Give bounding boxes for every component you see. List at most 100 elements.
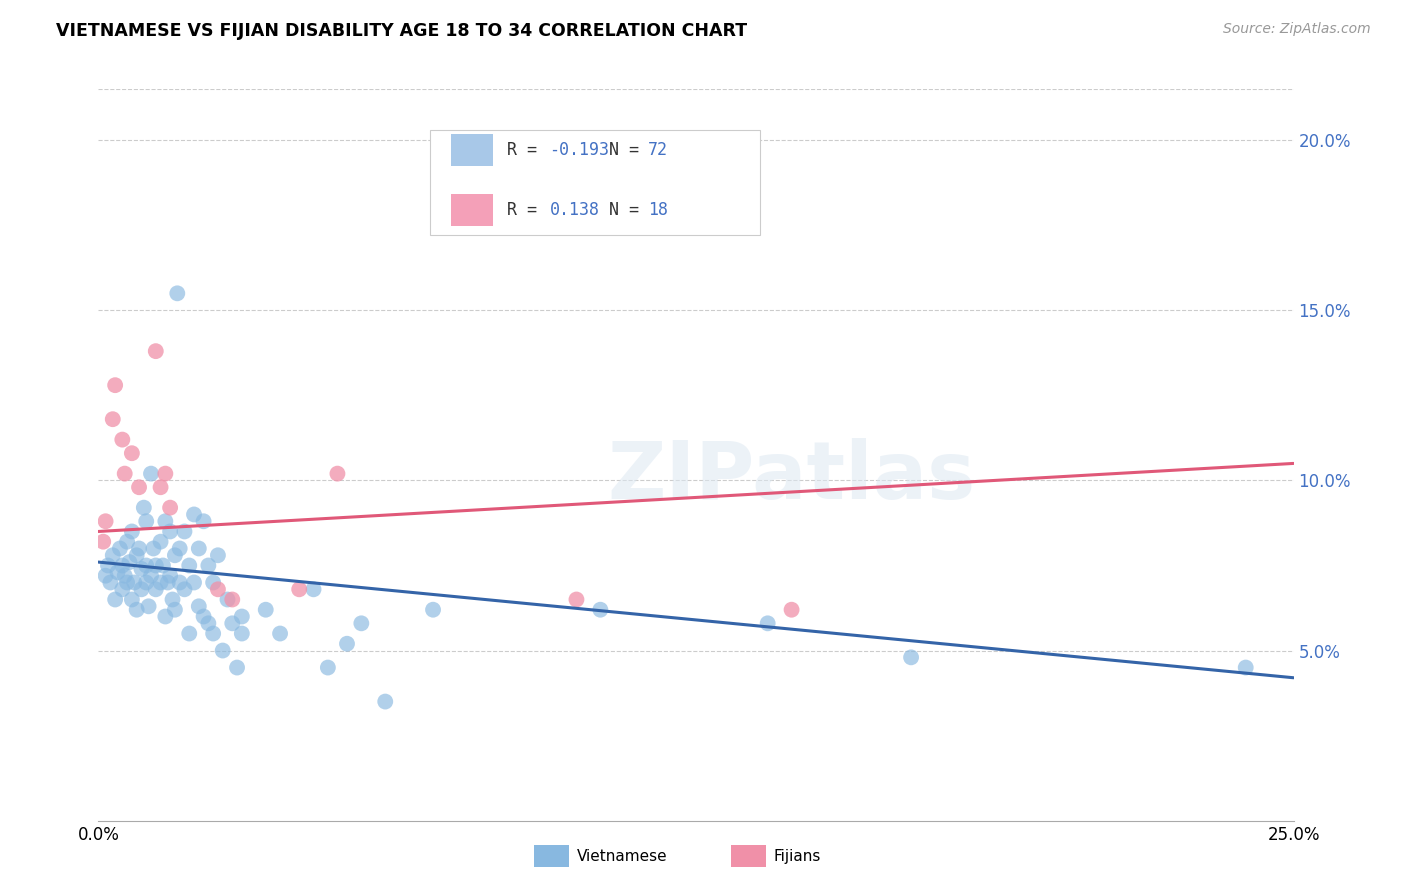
Point <box>145 558 167 573</box>
Point <box>128 541 150 556</box>
Point <box>179 558 201 573</box>
Point <box>149 480 172 494</box>
Point <box>98 575 122 590</box>
Point <box>187 599 209 614</box>
Point <box>139 467 162 481</box>
Text: ZIPatlas: ZIPatlas <box>607 438 976 516</box>
Point <box>207 549 229 563</box>
Point <box>138 599 160 614</box>
Point <box>114 568 136 582</box>
Point <box>159 500 181 515</box>
Point <box>104 378 127 392</box>
Point <box>159 524 181 539</box>
Point <box>254 603 277 617</box>
Point <box>156 575 179 590</box>
Point <box>94 514 117 528</box>
Text: Fijians: Fijians <box>773 849 821 863</box>
Point <box>155 467 177 481</box>
Point <box>231 609 253 624</box>
Point <box>135 514 157 528</box>
Point <box>193 514 215 528</box>
Text: 0.138: 0.138 <box>550 202 599 219</box>
Point <box>163 603 186 617</box>
Point <box>121 524 143 539</box>
Point <box>94 568 117 582</box>
Point <box>101 412 124 426</box>
Point <box>565 592 588 607</box>
Point <box>115 534 138 549</box>
Point <box>166 286 188 301</box>
Point <box>131 582 153 597</box>
Point <box>780 603 803 617</box>
Point <box>226 660 249 674</box>
Point <box>173 524 195 539</box>
Point <box>108 541 131 556</box>
Point <box>142 541 165 556</box>
Point <box>111 558 134 573</box>
Point <box>183 575 205 590</box>
Text: R =: R = <box>508 202 547 219</box>
Point <box>159 568 181 582</box>
Text: R =: R = <box>508 141 547 159</box>
Point <box>179 626 201 640</box>
Point <box>1234 660 1257 674</box>
Point <box>217 592 239 607</box>
Point <box>115 575 138 590</box>
Point <box>124 575 146 590</box>
Point <box>316 660 339 674</box>
Point <box>118 555 141 569</box>
Point <box>221 592 243 607</box>
Point <box>145 344 167 359</box>
Point <box>107 566 129 580</box>
Point <box>145 582 167 597</box>
Point <box>135 575 157 590</box>
Point <box>183 508 205 522</box>
Point <box>128 480 150 494</box>
Point <box>97 558 120 573</box>
Point <box>114 467 136 481</box>
Text: Vietnamese: Vietnamese <box>576 849 666 863</box>
Point <box>350 616 373 631</box>
Point <box>211 643 233 657</box>
Point <box>111 582 134 597</box>
Point <box>155 609 177 624</box>
Point <box>197 558 219 573</box>
Point <box>149 575 172 590</box>
Point <box>422 603 444 617</box>
Point <box>202 575 225 590</box>
Point <box>91 534 114 549</box>
Point <box>169 575 191 590</box>
Point <box>221 616 243 631</box>
Point <box>202 626 225 640</box>
Point <box>756 616 779 631</box>
Point <box>374 695 396 709</box>
Point <box>125 603 148 617</box>
Text: Source: ZipAtlas.com: Source: ZipAtlas.com <box>1223 22 1371 37</box>
Text: VIETNAMESE VS FIJIAN DISABILITY AGE 18 TO 34 CORRELATION CHART: VIETNAMESE VS FIJIAN DISABILITY AGE 18 T… <box>56 22 748 40</box>
Point <box>125 549 148 563</box>
Point <box>111 433 134 447</box>
Text: -0.193: -0.193 <box>550 141 610 159</box>
Point <box>207 582 229 597</box>
Point <box>121 446 143 460</box>
Point <box>187 541 209 556</box>
Point <box>135 558 157 573</box>
Point <box>231 626 253 640</box>
Point <box>197 616 219 631</box>
Point <box>326 467 349 481</box>
Point <box>169 541 191 556</box>
Point <box>336 637 359 651</box>
Point <box>193 609 215 624</box>
Point <box>121 592 143 607</box>
Point <box>900 650 922 665</box>
Point <box>163 549 186 563</box>
Point <box>152 558 174 573</box>
Point <box>162 592 184 607</box>
Point <box>139 568 162 582</box>
Text: 72: 72 <box>648 141 668 159</box>
Point <box>302 582 325 597</box>
Point <box>173 582 195 597</box>
Text: N =: N = <box>609 202 648 219</box>
Text: N =: N = <box>609 141 648 159</box>
Point <box>269 626 291 640</box>
